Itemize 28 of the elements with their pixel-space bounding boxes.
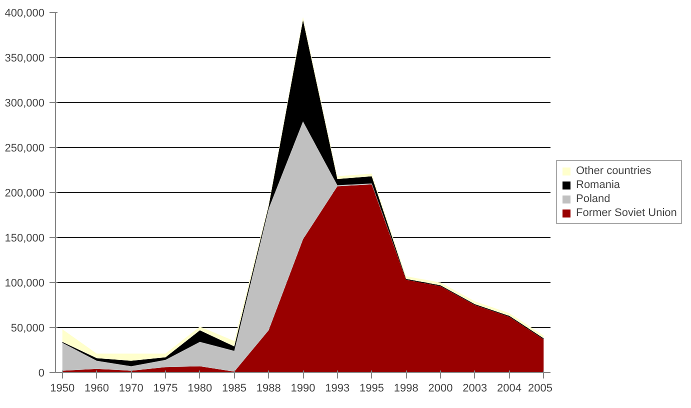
x-tick-label: 1998 (394, 382, 418, 394)
y-tick-label: 200,000 (4, 188, 45, 200)
legend-label: Former Soviet Union (576, 207, 677, 219)
y-tick-label: 100,000 (4, 278, 45, 290)
x-tick-label: 1993 (325, 382, 350, 394)
legend-label: Poland (576, 193, 610, 205)
x-tick-label: 2003 (462, 382, 488, 394)
x-tick-label: 2004 (497, 382, 522, 394)
x-tick-label: 1990 (290, 382, 316, 394)
x-tick-label: 1970 (118, 382, 144, 394)
y-tick-label: 400,000 (4, 8, 45, 20)
x-tick-label: 2000 (428, 382, 453, 394)
y-tick-label: 350,000 (4, 52, 45, 64)
x-tick-label: 1980 (188, 382, 212, 394)
y-tick-label: 50,000 (10, 322, 45, 334)
y-tick-label: 250,000 (4, 142, 45, 154)
y-tick-label: 300,000 (4, 98, 45, 110)
x-tick-label: 1960 (84, 382, 109, 394)
y-tick-label: 0 (38, 368, 45, 380)
x-tick-label: 1988 (256, 382, 281, 394)
x-tick-label: 1975 (153, 382, 178, 394)
x-tick-label: 1950 (50, 382, 75, 394)
y-tick-label: 150,000 (4, 232, 45, 244)
x-tick-label: 1995 (360, 382, 384, 394)
x-tick-label: 2005 (528, 382, 553, 394)
legend-label: Other countries (576, 165, 652, 177)
legend-label: Romania (576, 179, 620, 191)
x-tick-label: 1985 (222, 382, 246, 394)
